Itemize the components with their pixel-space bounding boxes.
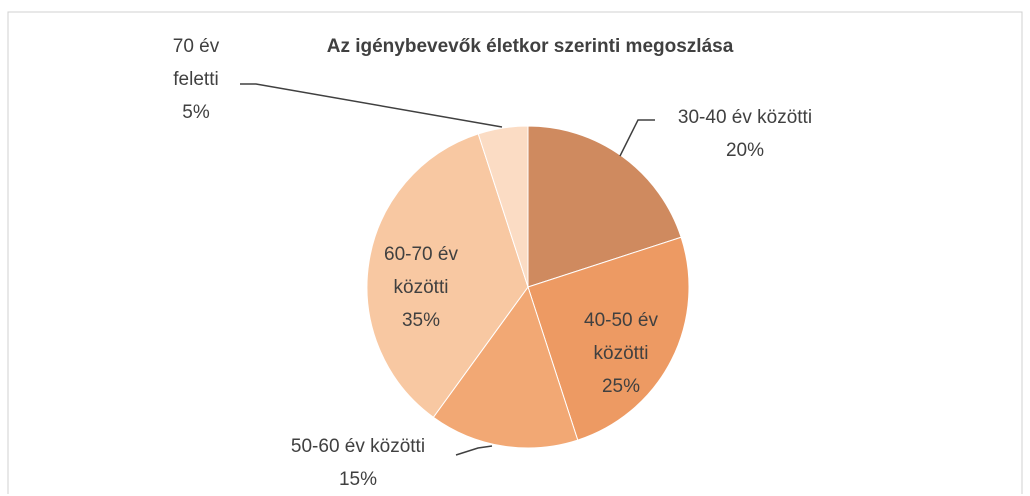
leader-line	[240, 83, 503, 128]
value-label: 20%	[725, 140, 765, 161]
category-label: 50-60 év közötti	[290, 436, 426, 457]
category-label: 30-40 év közötti	[677, 107, 813, 128]
pie-slice	[527, 125, 682, 288]
value-label: 35%	[401, 310, 441, 331]
slice-label: 70 év feletti 5%	[161, 30, 231, 129]
category-label: 60-70 év közötti	[384, 244, 458, 298]
value-label: 15%	[338, 469, 378, 490]
chart-title: Az igénybevevők életkor szerinti megoszl…	[326, 36, 734, 57]
category-label: 40-50 év közötti	[584, 310, 658, 364]
leader-line	[455, 445, 493, 456]
pie-slice	[477, 125, 529, 288]
value-label: 5%	[182, 102, 210, 123]
slice-label: 60-70 év közötti 35%	[371, 238, 471, 337]
category-label: 70 év feletti	[172, 36, 220, 90]
slice-label: 30-40 év közötti 20%	[615, 101, 875, 167]
pie-slice	[366, 133, 529, 418]
slice-label: 50-60 év közötti 15%	[228, 430, 488, 496]
frame	[7, 11, 1023, 494]
pie-slice	[432, 285, 579, 449]
value-label: 25%	[601, 376, 641, 397]
slice-label: 40-50 év közötti 25%	[571, 304, 671, 403]
pie-slice	[527, 236, 690, 441]
leader-line	[619, 119, 655, 157]
